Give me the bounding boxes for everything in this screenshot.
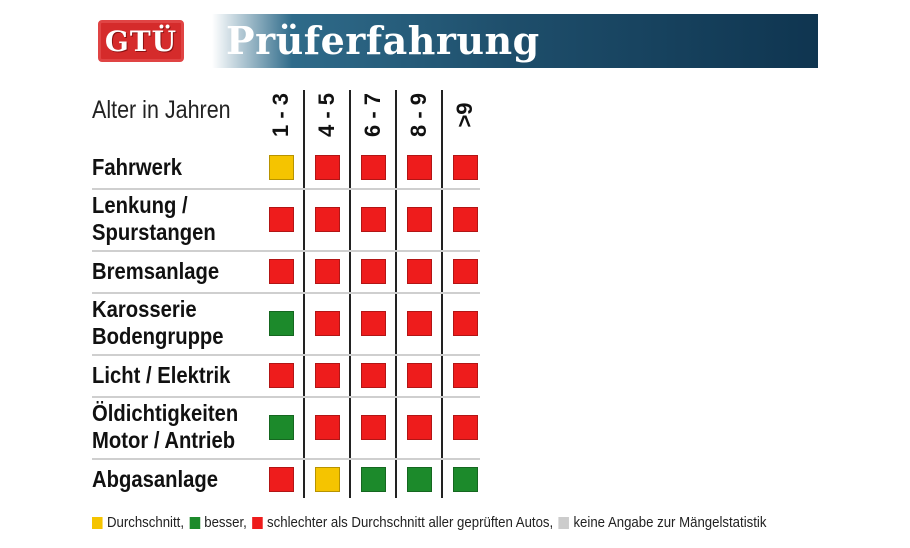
rating-cell-worse <box>314 414 340 440</box>
row-label-line: Spurstangen <box>92 219 216 245</box>
rating-cell-worse <box>452 362 478 388</box>
legend-text: keine Angabe zur Mängelstatistik <box>573 514 767 531</box>
column-header-label: 8 - 9 <box>406 92 431 138</box>
column-header-2: 4 - 5 <box>304 90 350 140</box>
rating-cell-average <box>268 154 294 180</box>
legend-swatch <box>189 516 200 529</box>
row-label-line: Bodengruppe <box>92 323 224 349</box>
header-banner: GTÜ Prüferfahrung <box>92 14 818 68</box>
legend-item-worse: schlechter als Durchschnitt aller geprüf… <box>252 514 553 531</box>
legend-text: besser, <box>204 514 247 531</box>
column-header-label: >9 <box>452 102 477 128</box>
row-divider <box>92 396 480 398</box>
rating-cell-worse <box>452 310 478 336</box>
legend-text: schlechter als Durchschnitt aller geprüf… <box>267 514 554 531</box>
row-divider <box>92 458 480 460</box>
rating-cell-worse <box>360 258 386 284</box>
legend-item-no_data: keine Angabe zur Mängelstatistik <box>558 514 766 531</box>
legend-swatch <box>252 516 263 529</box>
column-header-3: 6 - 7 <box>350 90 396 140</box>
rating-cell-worse <box>314 154 340 180</box>
column-divider <box>349 90 351 498</box>
row-label-line: Abgasanlage <box>92 465 218 492</box>
rating-cell-better <box>360 466 386 492</box>
rating-cell-better <box>452 466 478 492</box>
rating-cell-worse <box>452 258 478 284</box>
rating-cell-worse <box>360 154 386 180</box>
rating-cell-worse <box>314 362 340 388</box>
legend-item-average: Durchschnitt, <box>92 514 184 531</box>
rating-cell-worse <box>360 362 386 388</box>
rating-cell-worse <box>406 258 432 284</box>
rating-cell-worse <box>268 206 294 232</box>
column-header-1: 1 - 3 <box>258 90 304 140</box>
row-label: Fahrwerk <box>92 154 182 181</box>
row-label: Bremsanlage <box>92 258 219 285</box>
legend-text: Durchschnitt, <box>106 514 185 531</box>
row-label-line: Lenkung / <box>92 192 188 218</box>
rating-cell-worse <box>314 258 340 284</box>
column-header-4: 8 - 9 <box>396 90 442 140</box>
column-header-label: 4 - 5 <box>314 92 339 138</box>
rating-cell-worse <box>406 206 432 232</box>
row-label: Abgasanlage <box>92 466 218 493</box>
rating-cell-worse <box>406 414 432 440</box>
column-header-5: >9 <box>442 90 488 140</box>
column-divider <box>395 90 397 498</box>
rating-cell-worse <box>406 310 432 336</box>
column-divider <box>441 90 443 498</box>
legend-item-better: besser, <box>189 514 247 531</box>
row-label-line: Bremsanlage <box>92 257 220 284</box>
column-header-label: 6 - 7 <box>360 92 385 138</box>
rating-cell-worse <box>314 310 340 336</box>
row-label: Licht / Elektrik <box>92 362 230 389</box>
row-label-line: Licht / Elektrik <box>92 361 231 388</box>
row-label-line: Öldichtigkeiten <box>92 400 239 426</box>
rating-cell-worse <box>406 362 432 388</box>
legend-swatch <box>92 516 103 529</box>
rating-cell-average <box>314 466 340 492</box>
rating-cell-worse <box>452 414 478 440</box>
age-axis-label: Alter in Jahren <box>92 96 231 124</box>
row-label-line: Motor / Antrieb <box>92 427 236 453</box>
rating-cell-worse <box>452 154 478 180</box>
rating-cell-worse <box>452 206 478 232</box>
row-divider <box>92 292 480 294</box>
row-label: Karosserie Bodengruppe <box>92 296 224 350</box>
rating-cell-worse <box>360 310 386 336</box>
rating-cell-worse <box>314 206 340 232</box>
legend: Durchschnitt, besser, schlechter als Durch… <box>92 514 772 531</box>
rating-cell-better <box>268 414 294 440</box>
rating-cell-better <box>268 310 294 336</box>
rating-cell-worse <box>268 466 294 492</box>
rating-cell-worse <box>268 258 294 284</box>
row-label-line: Fahrwerk <box>92 153 182 180</box>
rating-cell-worse <box>268 362 294 388</box>
row-divider <box>92 250 480 252</box>
legend-swatch <box>558 516 570 529</box>
rating-cell-worse <box>360 414 386 440</box>
row-label: Lenkung / Spurstangen <box>92 192 216 246</box>
gtue-logo: GTÜ <box>98 20 184 62</box>
row-label-line: Karosserie <box>92 296 197 322</box>
row-divider <box>92 188 480 190</box>
row-divider <box>92 354 480 356</box>
column-header-label: 1 - 3 <box>268 92 293 138</box>
rating-cell-worse <box>406 154 432 180</box>
row-label: Öldichtigkeiten Motor / Antrieb <box>92 400 238 454</box>
page-title: Prüferfahrung <box>226 18 540 63</box>
rating-cell-worse <box>360 206 386 232</box>
rating-cell-better <box>406 466 432 492</box>
column-divider <box>303 90 305 498</box>
